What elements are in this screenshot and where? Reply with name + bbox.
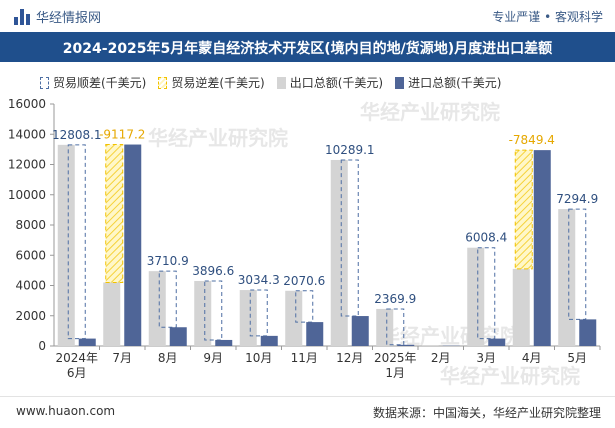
x-tick-label: 12月 — [336, 351, 363, 365]
legend-item-deficit: 贸易逆差(千美元) — [158, 74, 264, 91]
surplus-data-label: 7294.9 — [556, 192, 598, 206]
deficit-bar — [106, 145, 123, 283]
export-bar — [194, 281, 211, 346]
legend-label-import: 进口总额(千美元) — [408, 74, 501, 91]
brand-logo-icon — [14, 9, 30, 25]
export-bar — [558, 209, 575, 346]
import-bar — [79, 339, 96, 346]
y-tick-label: 14000 — [8, 127, 46, 141]
deficit-bar — [515, 150, 532, 269]
export-bar — [103, 282, 120, 346]
tagline: 专业严谨 • 客观科学 — [492, 8, 603, 25]
surplus-data-label: 2369.9 — [374, 292, 416, 306]
legend-swatch-deficit — [158, 77, 167, 89]
y-tick-label: 16000 — [8, 97, 46, 111]
surplus-data-label: 3710.9 — [147, 254, 189, 268]
export-bar — [331, 160, 348, 346]
export-bar — [376, 309, 393, 346]
legend-swatch-surplus — [40, 77, 49, 89]
legend-label-surplus: 贸易顺差(千美元) — [53, 74, 146, 91]
chart-legend: 贸易顺差(千美元) 贸易逆差(千美元) 出口总额(千美元) 进口总额(千美元) — [40, 74, 502, 91]
y-tick-label: 2000 — [15, 309, 46, 323]
import-bar — [124, 145, 141, 346]
export-bar — [58, 145, 75, 346]
legend-label-deficit: 贸易逆差(千美元) — [171, 74, 264, 91]
surplus-data-label: 3896.6 — [192, 264, 234, 278]
export-bar — [513, 269, 530, 346]
export-bar — [467, 248, 484, 346]
y-tick-label: 6000 — [15, 248, 46, 262]
import-bar — [352, 316, 369, 346]
x-tick-label: 2月 — [431, 351, 451, 365]
x-tick-label: 4月 — [522, 351, 542, 365]
y-tick-label: 0 — [38, 339, 46, 353]
bar-chart: 0 2000 4000 6000 8000 10000 12000 14000 16000 202… — [0, 96, 615, 396]
x-tick-label: 3月 — [476, 351, 496, 365]
legend-swatch-export — [277, 77, 286, 89]
legend-item-export: 出口总额(千美元) — [277, 74, 383, 91]
x-tick-label: 8月 — [158, 351, 178, 365]
y-tick-label: 12000 — [8, 158, 46, 172]
surplus-data-label: 12808.1 — [52, 128, 102, 142]
import-bar — [170, 327, 187, 346]
y-tick-label: 10000 — [8, 188, 46, 202]
legend-item-surplus: 贸易顺差(千美元) — [40, 74, 146, 91]
import-bar — [215, 340, 232, 346]
brand: 华经情报网 — [14, 7, 101, 26]
surplus-data-label: 10289.1 — [325, 143, 375, 157]
brand-name: 华经情报网 — [36, 7, 101, 26]
surplus-data-label: 6008.4 — [465, 231, 507, 245]
legend-label-export: 出口总额(千美元) — [290, 74, 383, 91]
x-tick-label: 5月 — [567, 351, 587, 365]
title-bar: 2024-2025年5月年蒙自经济技术开发区(境内目的地/货源地)月度进出口差额 — [0, 32, 615, 62]
legend-item-import: 进口总额(千美元) — [395, 74, 501, 91]
x-tick-label: 7月 — [112, 351, 132, 365]
deficit-data-label: -7849.4 — [509, 133, 555, 147]
x-tick-label: 10月 — [245, 351, 272, 365]
export-bar — [149, 271, 166, 346]
footer-source: 数据来源：中国海关，华经产业研究院整理 — [373, 404, 601, 421]
surplus-data-label: 2070.6 — [283, 274, 325, 288]
y-tick-label: 4000 — [15, 279, 46, 293]
import-bar — [306, 322, 323, 346]
legend-swatch-import — [395, 77, 404, 89]
export-bar — [422, 345, 439, 346]
x-tick-label: 11月 — [291, 351, 318, 365]
deficit-data-label: -9117.2 — [99, 128, 145, 142]
export-bar — [285, 291, 302, 346]
x-tick-label: 9月 — [203, 351, 223, 365]
footer-site: www.huaon.com — [16, 404, 115, 418]
chart-title: 2024-2025年5月年蒙自经济技术开发区(境内目的地/货源地)月度进出口差额 — [0, 38, 615, 58]
import-bar — [534, 150, 551, 346]
import-bar — [488, 339, 505, 346]
import-bar — [261, 336, 278, 346]
y-tick-label: 8000 — [15, 218, 46, 232]
import-bar — [397, 345, 414, 346]
export-bar — [240, 290, 257, 346]
top-bar: 华经情报网 专业严谨 • 客观科学 — [0, 0, 615, 32]
footer: www.huaon.com 数据来源：中国海关，华经产业研究院整理 — [0, 396, 615, 428]
surplus-data-label: 3034.3 — [238, 273, 280, 287]
import-bar — [579, 319, 596, 346]
